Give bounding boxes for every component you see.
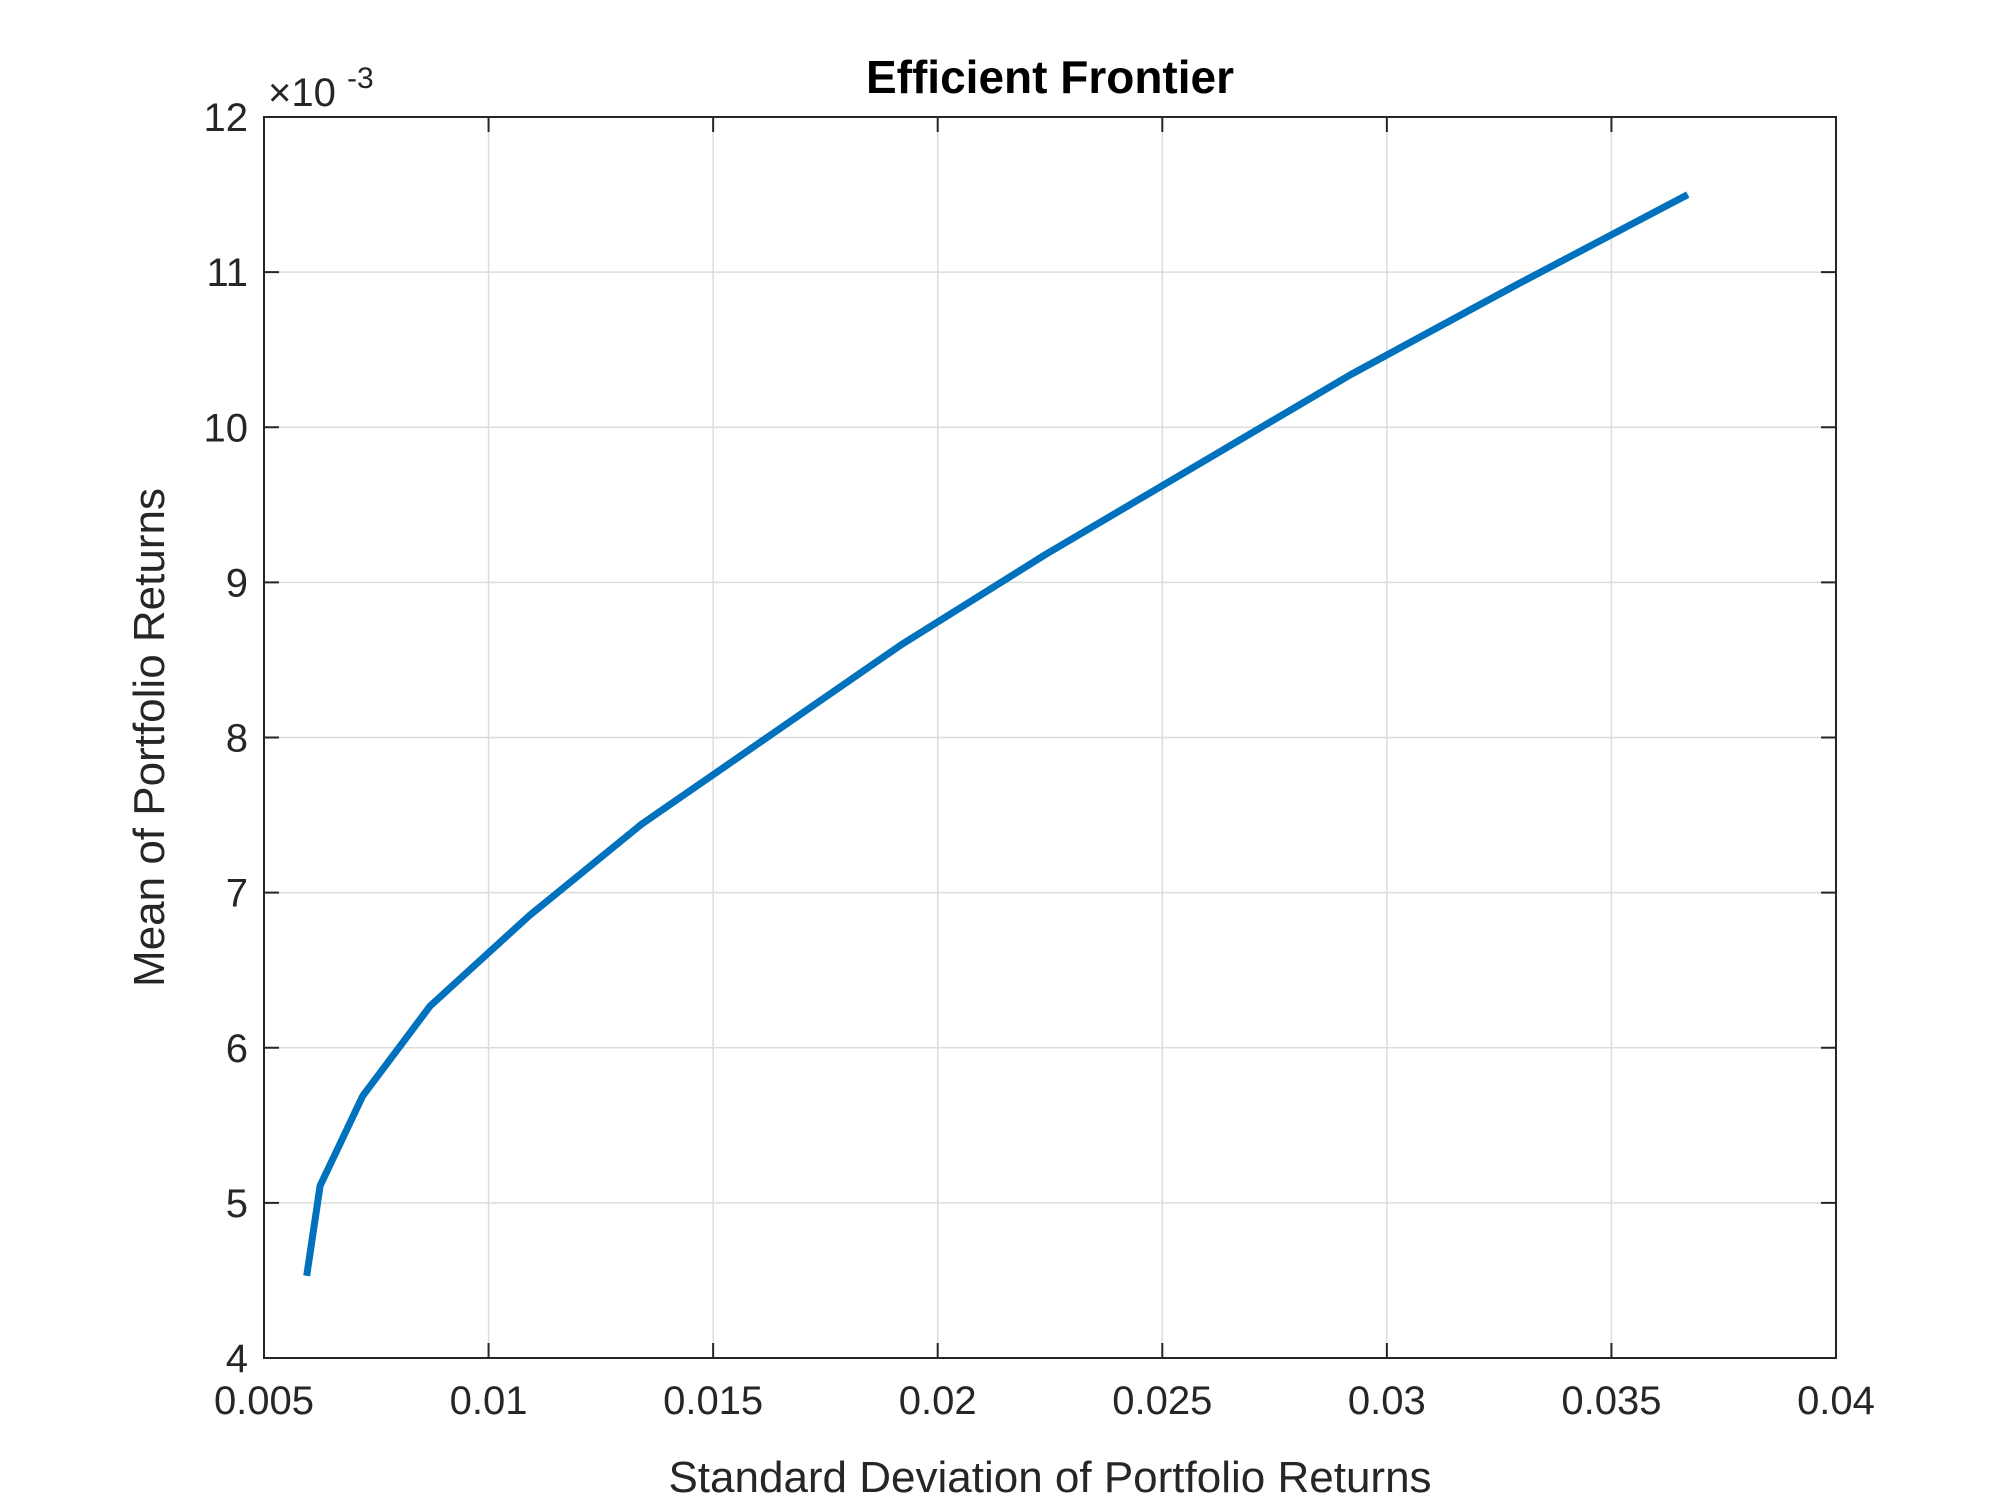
y-axis-exponent: ×10 -3 xyxy=(268,62,374,115)
x-tick-label: 0.035 xyxy=(1561,1379,1661,1423)
tick-layer: 0.005 0.01 0.015 0.02 0.025 0.03 0.035 0.04 4 5 6 7… xyxy=(204,96,1875,1423)
x-tick-label: 0.015 xyxy=(663,1379,763,1423)
y-tick-label: 4 xyxy=(226,1337,248,1381)
x-tick-label: 0.025 xyxy=(1112,1379,1212,1423)
y-axis-exponent-power: -3 xyxy=(347,62,374,95)
y-tick-label: 7 xyxy=(226,872,248,916)
y-tick-label: 10 xyxy=(204,406,249,450)
x-tick-label: 0.04 xyxy=(1797,1379,1875,1423)
x-tick-label: 0.03 xyxy=(1348,1379,1426,1423)
y-axis-label: Mean of Portfolio Returns xyxy=(125,488,174,987)
label-layer: Efficient Frontier Standard Deviation of… xyxy=(125,51,1432,1502)
frontier-line xyxy=(303,191,1690,1277)
y-tick-label: 11 xyxy=(206,251,248,295)
y-tick-label: 12 xyxy=(204,96,249,140)
x-tick-label: 0.01 xyxy=(450,1379,528,1423)
x-tick-label: 0.02 xyxy=(899,1379,977,1423)
y-tick-label: 5 xyxy=(226,1182,248,1226)
y-tick-label: 6 xyxy=(226,1027,248,1071)
x-tick-label: 0.005 xyxy=(214,1379,314,1423)
x-axis-label: Standard Deviation of Portfolio Returns xyxy=(668,1453,1431,1502)
y-axis-exponent-base: ×10 xyxy=(268,71,336,115)
y-tick-label: 9 xyxy=(226,561,248,605)
chart-title: Efficient Frontier xyxy=(866,51,1234,103)
grid-layer xyxy=(264,117,1836,1358)
y-tick-label: 8 xyxy=(226,717,248,761)
series-layer xyxy=(303,191,1690,1277)
